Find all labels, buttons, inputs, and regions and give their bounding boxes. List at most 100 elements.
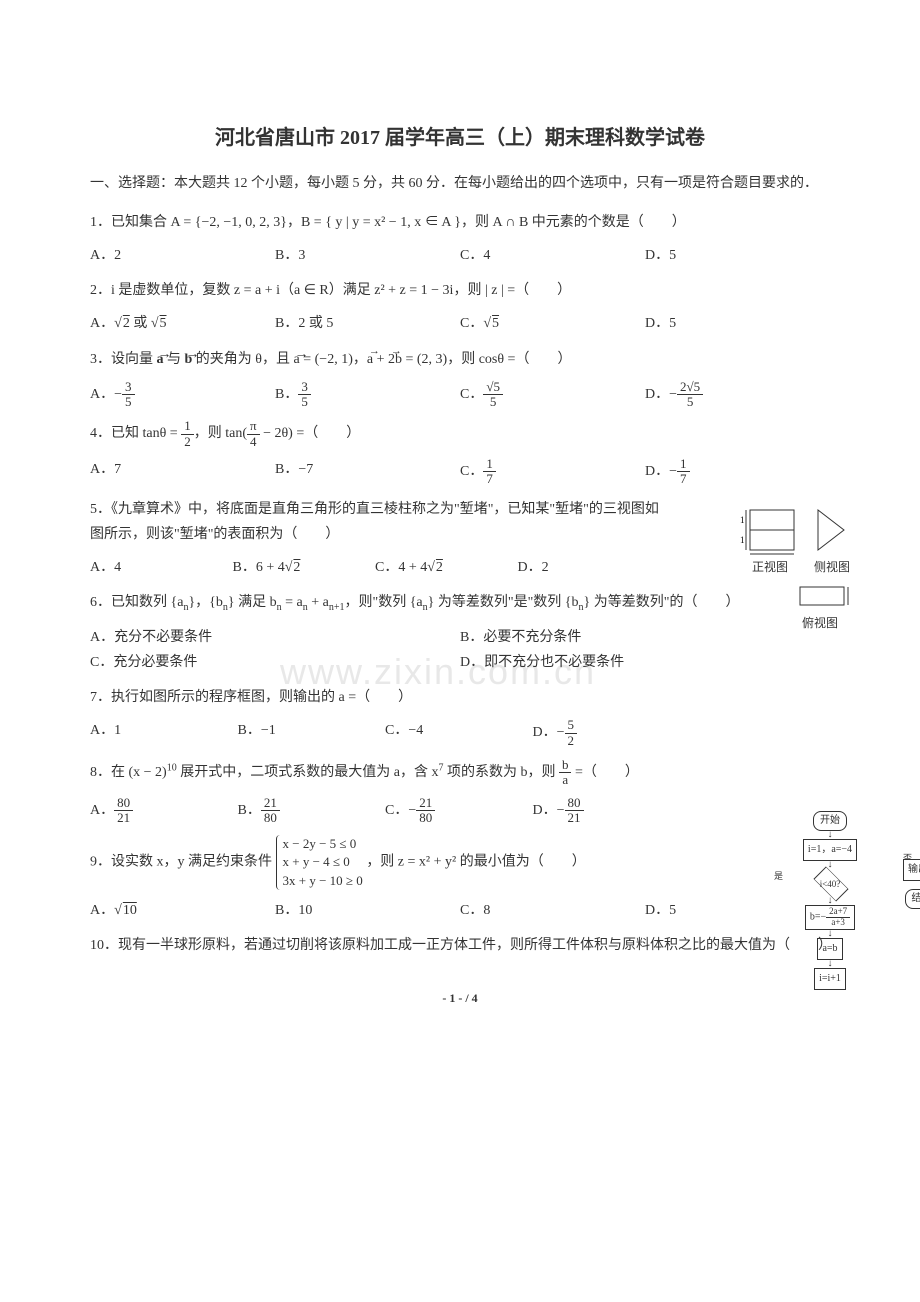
- q3-opt-d: D．−2√55: [645, 380, 830, 410]
- q7d-p: D．−: [533, 725, 565, 740]
- q2-opt-c: C．5: [460, 311, 645, 336]
- q8a-p: A．: [90, 803, 114, 818]
- q9-e: ，则 z = x² + y² 的最小值为（ ）: [366, 855, 585, 870]
- q6-opt-d: D．即不充分也不必要条件: [460, 650, 830, 675]
- q6-m1: }，{b: [188, 595, 222, 610]
- q4-opt-b: B．−7: [275, 457, 460, 487]
- page-title: 河北省唐山市 2017 届学年高三（上）期末理科数学试卷: [90, 120, 830, 156]
- q8c-p: C．−: [385, 803, 416, 818]
- q9-text: 9．设实数 x，y 满足约束条件 x − 2y − 5 ≤ 0 x + y − …: [90, 835, 830, 890]
- q9-c2: x + y − 4 ≤ 0: [283, 854, 350, 869]
- q9-opt-d: D．5: [645, 898, 830, 923]
- q8-opt-a: A．8021: [90, 796, 238, 826]
- q3c-d: 5: [483, 395, 503, 409]
- q9-cases: x − 2y − 5 ≤ 0 x + y − 4 ≤ 0 3x + y − 10…: [276, 835, 363, 890]
- q9-opt-a: A． 10: [90, 898, 275, 923]
- q8-text: 8．在 (x − 2)10 展开式中，二项式系数的最大值为 a，含 x7 项的系…: [90, 758, 680, 788]
- q3-text: 3．设向量 →a 与 →b 的夹角为 θ，且 →a = (−2, 1)，→ →a…: [90, 347, 830, 372]
- q4c-p: C．: [460, 464, 483, 479]
- q8b-p: B．: [238, 803, 261, 818]
- q8c-n: 21: [416, 796, 435, 811]
- flow-step3: i=i+1: [814, 968, 846, 990]
- q4-opt-c: C．17: [460, 457, 645, 487]
- question-8: 8．在 (x − 2)10 展开式中，二项式系数的最大值为 a，含 x7 项的系…: [90, 758, 830, 825]
- q6-s5: n+1: [329, 602, 345, 613]
- q2-text: 2．i 是虚数单位，复数 z = a + i（a ∈ R）满足 z² + z =…: [90, 278, 830, 303]
- q2c-r: 5: [491, 316, 499, 331]
- q8b-n: 21: [261, 796, 280, 811]
- q8-opt-c: C．−2180: [385, 796, 533, 826]
- page-footer: - 1 - / 4: [90, 988, 830, 1010]
- q3-opt-b: B．35: [275, 380, 460, 410]
- q8-p: 8．在 (x − 2): [90, 765, 167, 780]
- question-3: 3．设向量 →a 与 →b 的夹角为 θ，且 →a = (−2, 1)，→ →a…: [90, 347, 830, 410]
- q3a-n: 3: [122, 380, 135, 395]
- question-4: 4．已知 tanθ = 12，则 tan(π4 − 2θ) =（ ） A．7 B…: [90, 419, 830, 486]
- q3-pre: 3．设向量: [90, 352, 157, 367]
- q3a-p: A．−: [90, 387, 122, 402]
- q8c-d: 80: [416, 811, 435, 825]
- q6-opt-b: B．必要不充分条件: [460, 625, 830, 650]
- q5-opt-d: D．2: [518, 555, 661, 580]
- q6-p: 6．已知数列 {a: [90, 595, 183, 610]
- q3-opt-a: A．−35: [90, 380, 275, 410]
- q9-opt-b: B．10: [275, 898, 460, 923]
- q7-opt-a: A．1: [90, 718, 238, 748]
- q8-m1: 展开式中，二项式系数的最大值为 a，含 x: [177, 765, 439, 780]
- q5c-p: C．4 + 4: [375, 560, 427, 575]
- q4-pn: π: [247, 419, 260, 434]
- q4-m: ，则 tan(: [194, 426, 247, 441]
- q4-opt-a: A．7: [90, 457, 275, 487]
- q8-m2: 项的系数为 b，则: [443, 765, 559, 780]
- q5-opt-c: C．4 + 42: [375, 555, 518, 580]
- q4d-d: 7: [677, 472, 690, 486]
- q4-text: 4．已知 tanθ = 12，则 tan(π4 − 2θ) =（ ）: [90, 419, 830, 449]
- q5b-p: B．6 + 4: [233, 560, 285, 575]
- q4-tn: 1: [181, 419, 194, 434]
- q1-opt-c: C．4: [460, 243, 645, 268]
- q8b-d: 80: [261, 811, 280, 825]
- q5-opt-a: A．4: [90, 555, 233, 580]
- q7-opt-b: B．−1: [238, 718, 386, 748]
- q6-m5: ，则"数列 {a: [344, 595, 422, 610]
- q4c-n: 1: [483, 457, 496, 472]
- q5-opt-b: B．6 + 4 2: [233, 555, 376, 580]
- q3a-d: 5: [122, 395, 135, 409]
- q9a-p: A．: [90, 903, 114, 918]
- q9a-r: 10: [122, 903, 137, 918]
- q3b-p: B．: [275, 387, 298, 402]
- q9-p: 9．设实数 x，y 满足约束条件: [90, 855, 276, 870]
- q6-m6: } 为等差数列"是"数列 {b: [428, 595, 579, 610]
- q7-text: 7．执行如图所示的程序框图，则输出的 a =（ ）: [90, 685, 680, 710]
- q6-opt-c: C．充分必要条件: [90, 650, 460, 675]
- q4d-n: 1: [677, 457, 690, 472]
- q10-text: 10．现有一半球形原料，若通过切削将该原料加工成一正方体工件，则所得工件体积与原…: [90, 933, 830, 958]
- q5b-r: 2: [292, 560, 300, 575]
- q4-pd: 4: [247, 435, 260, 449]
- q6-m3: = a: [282, 595, 303, 610]
- question-9: 9．设实数 x，y 满足约束条件 x − 2y − 5 ≤ 0 x + y − …: [90, 835, 830, 923]
- q9-c1: x − 2y − 5 ≤ 0: [283, 836, 357, 851]
- q7-opt-c: C．−4: [385, 718, 533, 748]
- q6-m4: + a: [308, 595, 329, 610]
- q6-m2: } 满足 b: [228, 595, 277, 610]
- section-intro: 一、选择题：本大题共 12 个小题，每小题 5 分，共 60 分．在每小题给出的…: [90, 172, 830, 196]
- q3-e2: = (2, 3)，则 cosθ =（ ）: [402, 352, 571, 367]
- q8a-n: 80: [114, 796, 133, 811]
- q1-opt-b: B．3: [275, 243, 460, 268]
- q1-opt-d: D．5: [645, 243, 830, 268]
- q2-opt-a: A．2 或 5: [90, 311, 275, 336]
- q3c-n: √5: [483, 380, 503, 395]
- flow-out: 输出 a: [903, 859, 920, 881]
- q3d-n: 2√5: [677, 380, 703, 395]
- q3-m2: 的夹角为 θ，且: [192, 352, 293, 367]
- q3d-d: 5: [677, 395, 703, 409]
- q3d-p: D．−: [645, 387, 677, 402]
- question-5: 5．《九章算术》中，将底面是直角三角形的直三棱柱称之为"堑堵"，已知某"堑堵"的…: [90, 497, 830, 581]
- q7d-d: 2: [565, 734, 578, 748]
- question-7: 7．执行如图所示的程序框图，则输出的 a =（ ） A．1 B．−1 C．−4 …: [90, 685, 830, 748]
- q8d-n: 80: [565, 796, 584, 811]
- q8-rd: a: [559, 773, 572, 787]
- q2-opt-b: B．2 或 5: [275, 311, 460, 336]
- q5-text: 5．《九章算术》中，将底面是直角三角形的直三棱柱称之为"堑堵"，已知某"堑堵"的…: [90, 497, 660, 547]
